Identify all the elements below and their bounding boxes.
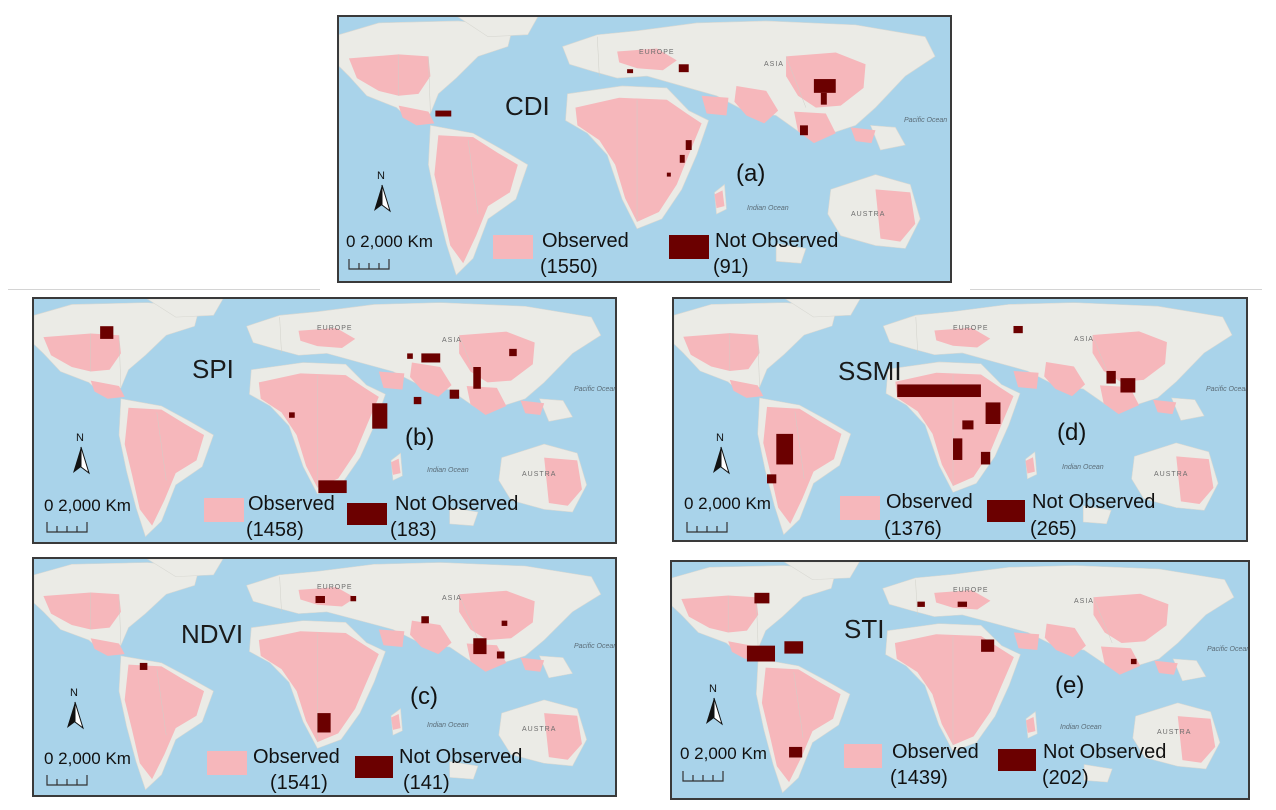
not-observed-swatch: [987, 500, 1025, 522]
svg-text:N: N: [76, 432, 84, 444]
observed-label: Observed: [886, 491, 973, 513]
world-map-spi: [34, 299, 615, 542]
not-observed-count: (141): [403, 772, 450, 794]
asia-label: ASIA: [1074, 336, 1094, 343]
scale-text: 0 2,000 Km: [346, 232, 433, 251]
north-arrow-icon: N: [713, 432, 730, 475]
not-observed-swatch: [347, 503, 387, 525]
observed-swatch: [840, 496, 880, 520]
observed-swatch: [493, 235, 533, 259]
not-observed-label: Not Observed: [1032, 491, 1156, 513]
observed-swatch: [204, 498, 244, 522]
australia-label: AUSTRA: [522, 471, 557, 478]
north-arrow-icon: N: [67, 687, 84, 730]
pacific-label: Pacific Ocean: [574, 643, 617, 650]
scale-bar-icon: [46, 775, 88, 786]
separator-left: [8, 289, 320, 290]
indian-ocean-label: Indian Ocean: [747, 205, 789, 212]
scale-text: 0 2,000 Km: [684, 494, 771, 513]
indian-ocean-label: Indian Ocean: [427, 722, 469, 729]
panel-title: STI: [844, 614, 885, 644]
north-arrow-icon: N: [374, 170, 391, 213]
scale-text: 0 2,000 Km: [680, 744, 767, 763]
world-map-ssmi: [674, 299, 1246, 540]
australia-label: AUSTRA: [522, 726, 557, 733]
observed-swatch: [844, 744, 882, 768]
panel-label: (c): [410, 683, 438, 710]
indian-ocean-label: Indian Ocean: [427, 467, 469, 474]
map-panel-ndvi: Pacific Ocean Indian Ocean ASIA EUROPE A…: [32, 557, 617, 797]
europe-label: EUROPE: [953, 587, 989, 594]
observed-swatch: [207, 751, 247, 775]
north-arrow-icon: N: [706, 683, 723, 726]
asia-label: ASIA: [442, 595, 462, 602]
not-observed-label: Not Observed: [399, 746, 523, 768]
panel-title: CDI: [505, 91, 550, 121]
asia-label: ASIA: [764, 61, 784, 68]
pacific-label: Pacific Ocean: [574, 386, 617, 393]
map-panel-cdi: Pacific Ocean Indian Ocean ASIA EUROPE A…: [337, 15, 952, 283]
panel-title: SSMI: [838, 356, 902, 386]
observed-count: (1541): [270, 772, 328, 794]
observed-count: (1550): [540, 256, 598, 278]
europe-label: EUROPE: [317, 325, 353, 332]
europe-label: EUROPE: [639, 49, 675, 56]
scale-text: 0 2,000 Km: [44, 496, 131, 515]
scale-text: 0 2,000 Km: [44, 749, 131, 768]
panel-label: (b): [405, 424, 435, 451]
observed-label: Observed: [248, 493, 335, 515]
not-observed-swatch: [669, 235, 709, 259]
pacific-label: Pacific Ocean: [1206, 386, 1248, 393]
world-map-ndvi: [34, 559, 615, 795]
observed-count: (1439): [890, 767, 948, 789]
observed-label: Observed: [892, 741, 979, 763]
europe-label: EUROPE: [953, 325, 989, 332]
world-map-cdi: [339, 17, 950, 281]
australia-label: AUSTRA: [1157, 729, 1192, 736]
not-observed-count: (183): [390, 519, 437, 541]
europe-label: EUROPE: [317, 584, 353, 591]
asia-label: ASIA: [442, 337, 462, 344]
not-observed-label: Not Observed: [395, 493, 519, 515]
svg-text:N: N: [377, 170, 385, 182]
scale-bar-icon: [348, 259, 390, 270]
scale-bar-icon: [686, 522, 728, 533]
observed-count: (1376): [884, 518, 942, 540]
australia-label: AUSTRA: [851, 211, 886, 218]
not-observed-swatch: [998, 749, 1036, 771]
map-panel-ssmi: Pacific Ocean Indian Ocean ASIA EUROPE A…: [672, 297, 1248, 542]
panel-label: (d): [1057, 419, 1087, 446]
scale-bar-icon: [682, 771, 724, 782]
world-map-sti: [672, 562, 1248, 798]
panel-label: (a): [736, 160, 766, 187]
not-observed-count: (202): [1042, 767, 1089, 789]
not-observed-label: Not Observed: [1043, 741, 1167, 763]
not-observed-swatch: [355, 756, 393, 778]
panel-label: (e): [1055, 672, 1085, 699]
panel-title: SPI: [192, 354, 234, 384]
observed-count: (1458): [246, 519, 304, 541]
svg-text:N: N: [716, 432, 724, 444]
not-observed-label: Not Observed: [715, 230, 839, 252]
indian-ocean-label: Indian Ocean: [1060, 724, 1102, 731]
indian-ocean-label: Indian Ocean: [1062, 464, 1104, 471]
map-panel-sti: Pacific Ocean Indian Ocean ASIA EUROPE A…: [670, 560, 1250, 800]
scale-bar-icon: [46, 522, 88, 533]
svg-text:N: N: [709, 683, 717, 695]
panel-title: NDVI: [181, 619, 244, 649]
observed-label: Observed: [542, 230, 629, 252]
separator-right: [970, 289, 1262, 290]
svg-text:N: N: [70, 687, 78, 699]
pacific-label: Pacific Ocean: [904, 117, 948, 124]
australia-label: AUSTRA: [1154, 471, 1189, 478]
map-panel-spi: Pacific Ocean Indian Ocean ASIA EUROPE A…: [32, 297, 617, 544]
north-arrow-icon: N: [73, 432, 90, 475]
not-observed-count: (91): [713, 256, 749, 278]
pacific-label: Pacific Ocean: [1207, 646, 1250, 653]
observed-label: Observed: [253, 746, 340, 768]
asia-label: ASIA: [1074, 598, 1094, 605]
not-observed-count: (265): [1030, 518, 1077, 540]
